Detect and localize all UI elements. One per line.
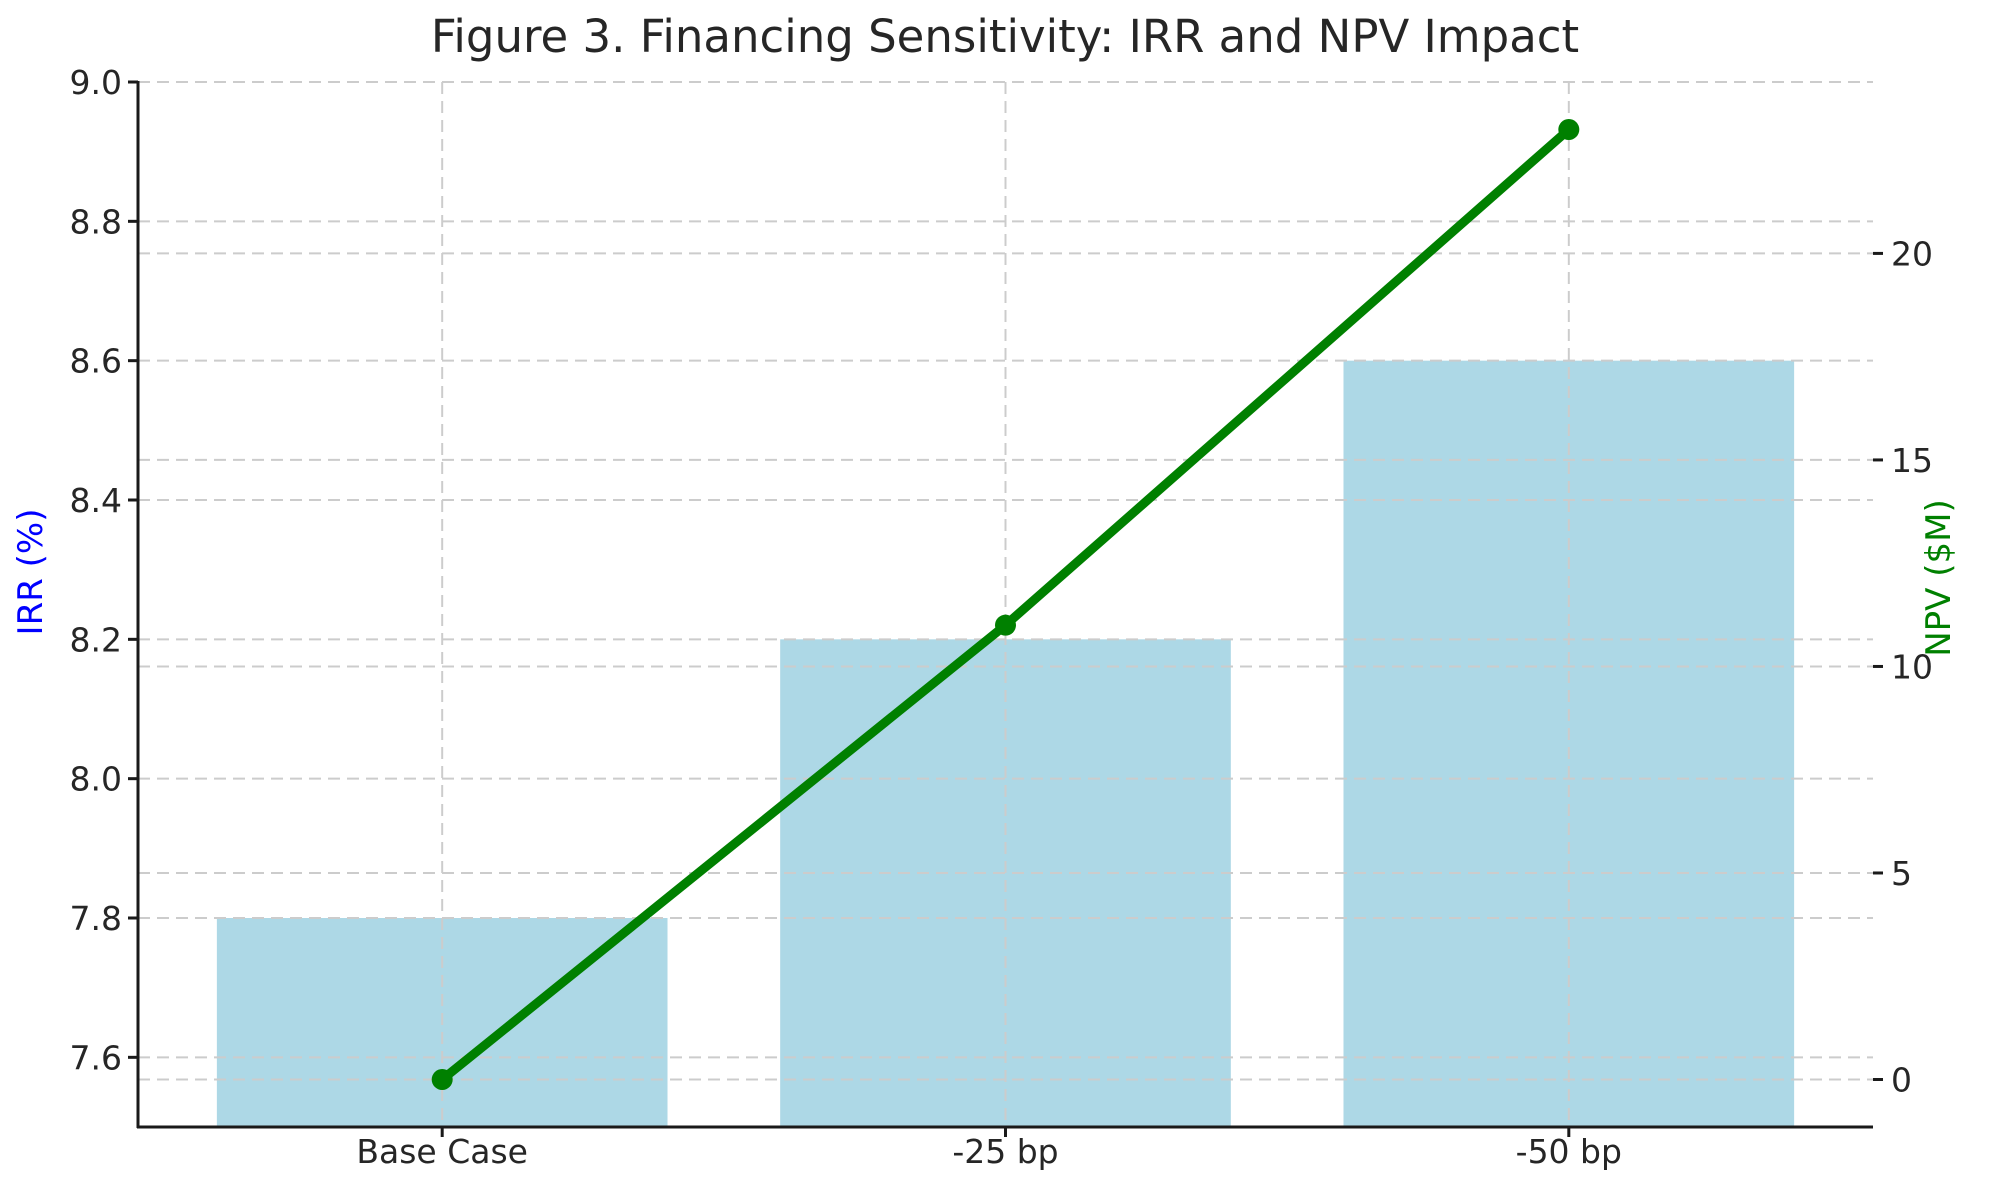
right-tick-label-0: 0 — [1891, 1061, 1912, 1100]
right-tick-label-10: 10 — [1891, 647, 1933, 686]
tick-labels-group: 7.6 7.8 8.0 8.2 8.4 8.6 8.8 9.0 0 5 10 15 20 Base Cas… — [70, 63, 1933, 1171]
left-tick-label-7.8: 7.8 — [70, 899, 122, 938]
left-tick-label-8.8: 8.8 — [70, 202, 122, 241]
x-tick-label-1: -25 bp — [952, 1132, 1058, 1171]
left-y-axis-title: IRR (%) — [11, 509, 51, 636]
x-tick-label-0: Base Case — [356, 1132, 528, 1171]
left-tick-label-8.2: 8.2 — [70, 620, 122, 659]
npv-point-1 — [995, 614, 1016, 636]
right-tick-label-5: 5 — [1891, 854, 1912, 893]
left-tick-label-8.4: 8.4 — [70, 481, 122, 520]
left-tick-label-8.6: 8.6 — [70, 342, 122, 381]
right-tick-label-20: 20 — [1891, 234, 1933, 273]
axes-group — [128, 80, 1883, 1137]
left-tick-label-7.6: 7.6 — [70, 1038, 122, 1077]
x-tick-label-2: -50 bp — [1516, 1132, 1622, 1171]
left-tick-label-9.0: 9.0 — [70, 63, 122, 102]
npv-point-0 — [431, 1069, 453, 1090]
chart-title: Figure 3. Financing Sensitivity: IRR and… — [431, 10, 1579, 63]
gridlines-group — [138, 81, 1873, 1127]
npv-point-2 — [1558, 119, 1580, 140]
right-y-axis-title: NPV ($M) — [1919, 499, 1959, 657]
npv-line-group — [431, 119, 1580, 1090]
left-tick-label-8.0: 8.0 — [70, 760, 122, 799]
irr-bar-2 — [1343, 360, 1795, 1128]
right-tick-label-15: 15 — [1891, 441, 1933, 480]
